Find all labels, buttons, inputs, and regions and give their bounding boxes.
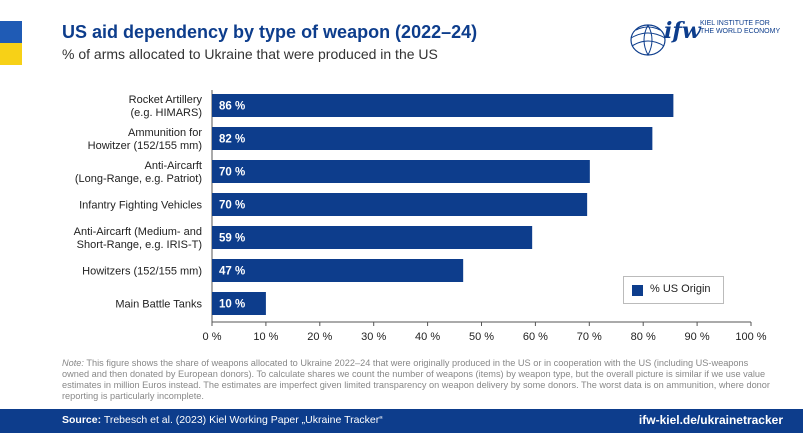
chart-title: US aid dependency by type of weapon (202… — [62, 22, 478, 42]
bar-value-label: 70 % — [219, 167, 245, 179]
bar — [212, 292, 266, 315]
bar-value-label: 10 % — [219, 299, 245, 311]
category-label: Rocket Artillery — [129, 94, 203, 106]
bar — [212, 127, 653, 150]
category-label: Short-Range, e.g. IRIS-T) — [77, 239, 202, 251]
legend-label: % US Origin — [650, 283, 711, 295]
x-tick-label: 40 % — [415, 331, 440, 343]
bar-value-label: 82 % — [219, 134, 245, 146]
x-tick-label: 10 % — [253, 331, 278, 343]
legend-swatch — [632, 285, 643, 296]
category-label: Howitzer (152/155 mm) — [88, 140, 202, 152]
globe-icon — [630, 24, 666, 56]
category-label: Howitzers (152/155 mm) — [82, 266, 202, 278]
flag-yellow-stripe — [0, 43, 22, 65]
bar-value-label: 59 % — [219, 233, 245, 245]
bar — [212, 193, 588, 216]
chart-subtitle: % of arms allocated to Ukraine that were… — [62, 46, 438, 62]
ifw-logo: ifw KIEL INSTITUTE FOR THE WORLD ECONOMY — [628, 14, 780, 64]
category-label: (e.g. HIMARS) — [130, 107, 202, 119]
source-citation: Source: Trebesch et al. (2023) Kiel Work… — [62, 414, 383, 426]
bar — [212, 94, 674, 117]
x-tick-label: 90 % — [685, 331, 710, 343]
x-tick-label: 50 % — [469, 331, 494, 343]
category-label: (Long-Range, e.g. Patriot) — [75, 173, 202, 185]
category-label: Anti-Aircarft — [145, 160, 202, 172]
ukraine-flag — [0, 21, 22, 65]
source-text: Trebesch et al. (2023) Kiel Working Pape… — [101, 414, 383, 426]
x-tick-label: 80 % — [631, 331, 656, 343]
x-tick-label: 100 % — [735, 331, 766, 343]
note-prefix: Note: — [62, 358, 84, 368]
bar — [212, 160, 590, 183]
footer-bar: Source: Trebesch et al. (2023) Kiel Work… — [0, 409, 803, 433]
legend: % US Origin — [623, 276, 724, 304]
footer-link[interactable]: ifw-kiel.de/ukrainetracker — [638, 413, 783, 427]
flag-blue-stripe — [0, 21, 22, 43]
logo-wordmark: ifw — [664, 18, 701, 44]
figure-note: Note: This figure shows the share of wea… — [62, 358, 772, 402]
x-tick-label: 20 % — [307, 331, 332, 343]
source-label: Source: — [62, 414, 102, 426]
bar-value-label: 70 % — [219, 200, 245, 212]
x-tick-label: 30 % — [361, 331, 386, 343]
category-label: Anti-Aircarft (Medium- and — [74, 226, 202, 238]
category-label: Infantry Fighting Vehicles — [79, 200, 202, 212]
bar-chart: 86 % Rocket Artillery(e.g. HIMARS) 82 % Amm… — [74, 90, 767, 343]
bar-value-label: 86 % — [219, 101, 245, 113]
logo-institute-name: KIEL INSTITUTE FOR THE WORLD ECONOMY — [700, 20, 780, 36]
logo-line-2: THE WORLD ECONOMY — [700, 28, 781, 35]
x-tick-label: 0 % — [203, 331, 222, 343]
logo-line-1: KIEL INSTITUTE FOR — [700, 20, 770, 27]
category-label: Ammunition for — [128, 127, 202, 139]
category-label: Main Battle Tanks — [115, 299, 202, 311]
note-text: This figure shows the share of weapons a… — [62, 358, 770, 401]
x-tick-label: 60 % — [523, 331, 548, 343]
x-tick-label: 70 % — [577, 331, 602, 343]
bar-value-label: 47 % — [219, 266, 245, 278]
bar — [212, 259, 464, 282]
bar — [212, 226, 533, 249]
